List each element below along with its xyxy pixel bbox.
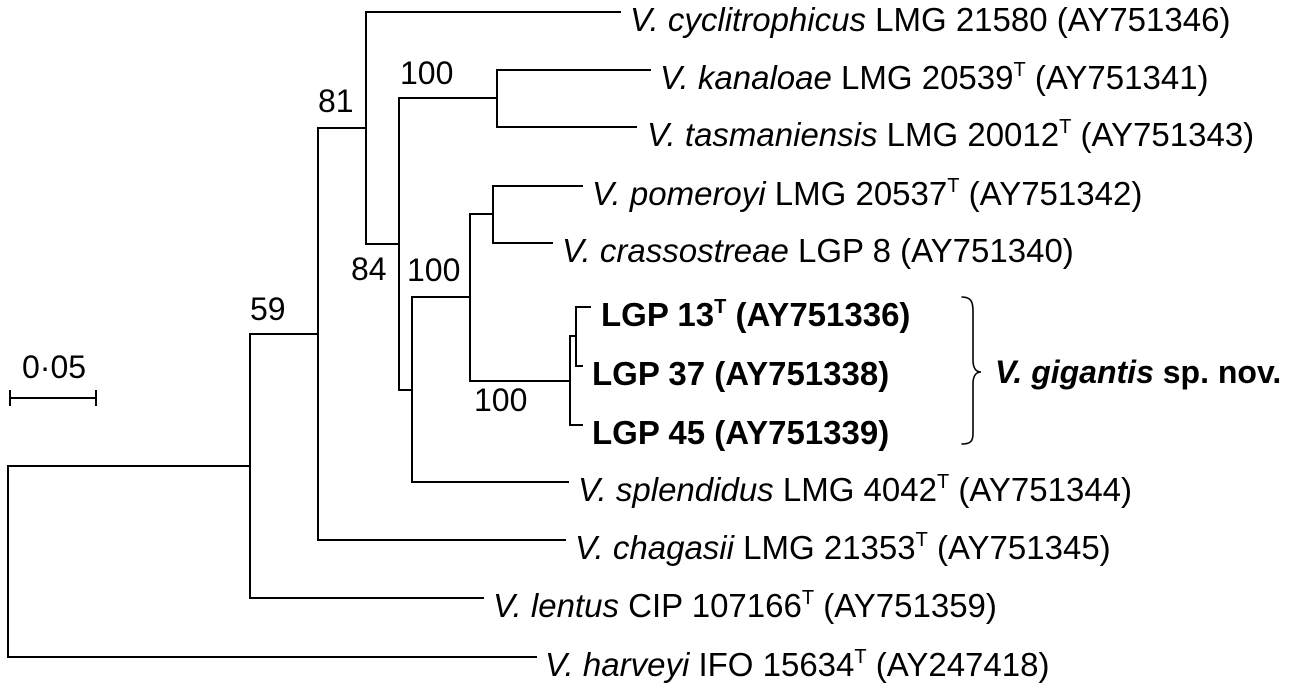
taxon-label-v-pomeroyi: V. pomeroyi LMG 20537T (AY751342) bbox=[592, 162, 1142, 212]
type-strain-mark: T bbox=[1059, 116, 1071, 138]
bootstrap-values: 100 81 84 100 59 100 bbox=[250, 55, 527, 418]
taxon-label-v-kanaloae: V. kanaloae LMG 20539T (AY751341) bbox=[660, 46, 1209, 96]
type-strain-mark: T bbox=[802, 587, 814, 609]
strain-id: LGP 8 bbox=[798, 232, 891, 269]
taxon-label-v-tasmaniensis: V. tasmaniensis LMG 20012T (AY751343) bbox=[647, 103, 1254, 153]
bootstrap-value: 84 bbox=[351, 251, 387, 287]
accession-number: (AY751341) bbox=[1035, 59, 1209, 96]
strain-id: LMG 4042 bbox=[783, 471, 937, 508]
strain-id: LMG 20012 bbox=[887, 116, 1059, 153]
species-name: V. splendidus bbox=[578, 471, 774, 508]
tree-branches bbox=[7, 11, 651, 658]
strain-id: LGP 45 bbox=[592, 414, 705, 451]
accession-number: (AY751336) bbox=[736, 296, 911, 333]
type-strain-mark: T bbox=[1013, 59, 1025, 81]
taxon-label-lgp-37: LGP 37 (AY751338) bbox=[592, 355, 889, 392]
accession-number: (AY751338) bbox=[714, 355, 889, 392]
scale-bar-label: 0·05 bbox=[22, 349, 86, 385]
bootstrap-value: 81 bbox=[318, 83, 354, 119]
accession-number: (AY751339) bbox=[714, 414, 889, 451]
taxon-label-v-lentus: V. lentus CIP 107166T (AY751359) bbox=[493, 574, 997, 624]
taxon-label-v-crassostreae: V. crassostreae LGP 8 (AY751340) bbox=[562, 232, 1074, 269]
type-strain-mark: T bbox=[714, 296, 726, 318]
type-strain-mark: T bbox=[937, 471, 949, 493]
accession-number: (AY751342) bbox=[969, 175, 1143, 212]
bootstrap-value: 100 bbox=[407, 252, 460, 288]
scale-bar: 0·05 bbox=[9, 349, 97, 406]
accession-number: (AY751346) bbox=[1057, 1, 1231, 38]
strain-id: LGP 13 bbox=[601, 296, 714, 333]
accession-number: (AY247418) bbox=[876, 646, 1050, 683]
type-strain-mark: T bbox=[916, 529, 928, 551]
taxon-label-lgp-13: LGP 13T (AY751336) bbox=[601, 283, 910, 333]
species-name: V. harveyi bbox=[545, 646, 691, 683]
species-name: V. pomeroyi bbox=[592, 175, 767, 212]
strain-id: LGP 37 bbox=[592, 355, 705, 392]
strain-id: LMG 21580 bbox=[875, 1, 1047, 38]
clade-bracket: V. gigantis sp. nov. bbox=[961, 296, 1281, 445]
accession-number: (AY751344) bbox=[958, 471, 1132, 508]
bootstrap-value: 100 bbox=[400, 55, 453, 91]
accession-number: (AY751345) bbox=[937, 529, 1111, 566]
taxon-label-v-harveyi: V. harveyi IFO 15634T (AY247418) bbox=[545, 633, 1049, 683]
strain-id: LMG 20537 bbox=[775, 175, 947, 212]
curly-brace bbox=[961, 296, 982, 445]
taxon-label-v-cyclitrophicus: V. cyclitrophicus LMG 21580 (AY751346) bbox=[630, 1, 1230, 38]
species-name: V. crassostreae bbox=[562, 232, 789, 269]
taxon-labels: V. cyclitrophicus LMG 21580 (AY751346) V… bbox=[493, 1, 1254, 683]
accession-number: (AY751340) bbox=[900, 232, 1074, 269]
strain-id: LMG 20539 bbox=[841, 59, 1013, 96]
species-name: V. cyclitrophicus bbox=[630, 1, 866, 38]
accession-number: (AY751343) bbox=[1081, 116, 1255, 153]
species-name: V. tasmaniensis bbox=[647, 116, 877, 153]
clade-name: V. gigantis sp. nov. bbox=[995, 354, 1281, 390]
species-name: V. lentus bbox=[493, 587, 619, 624]
type-strain-mark: T bbox=[854, 646, 866, 668]
species-name: V. chagasii bbox=[575, 529, 736, 566]
clade-species-name: V. gigantis bbox=[995, 354, 1154, 390]
bootstrap-value: 59 bbox=[250, 291, 286, 327]
taxon-label-v-chagasii: V. chagasii LMG 21353T (AY751345) bbox=[575, 516, 1111, 566]
strain-id: IFO 15634 bbox=[698, 646, 854, 683]
strain-id: CIP 107166 bbox=[628, 587, 802, 624]
accession-number: (AY751359) bbox=[823, 587, 997, 624]
clade-rank: sp. nov. bbox=[1163, 354, 1282, 390]
type-strain-mark: T bbox=[947, 175, 959, 197]
species-name: V. kanaloae bbox=[660, 59, 832, 96]
strain-id: LMG 21353 bbox=[743, 529, 915, 566]
bootstrap-value: 100 bbox=[474, 382, 527, 418]
taxon-label-v-splendidus: V. splendidus LMG 4042T (AY751344) bbox=[578, 458, 1132, 508]
taxon-label-lgp-45: LGP 45 (AY751339) bbox=[592, 414, 889, 451]
